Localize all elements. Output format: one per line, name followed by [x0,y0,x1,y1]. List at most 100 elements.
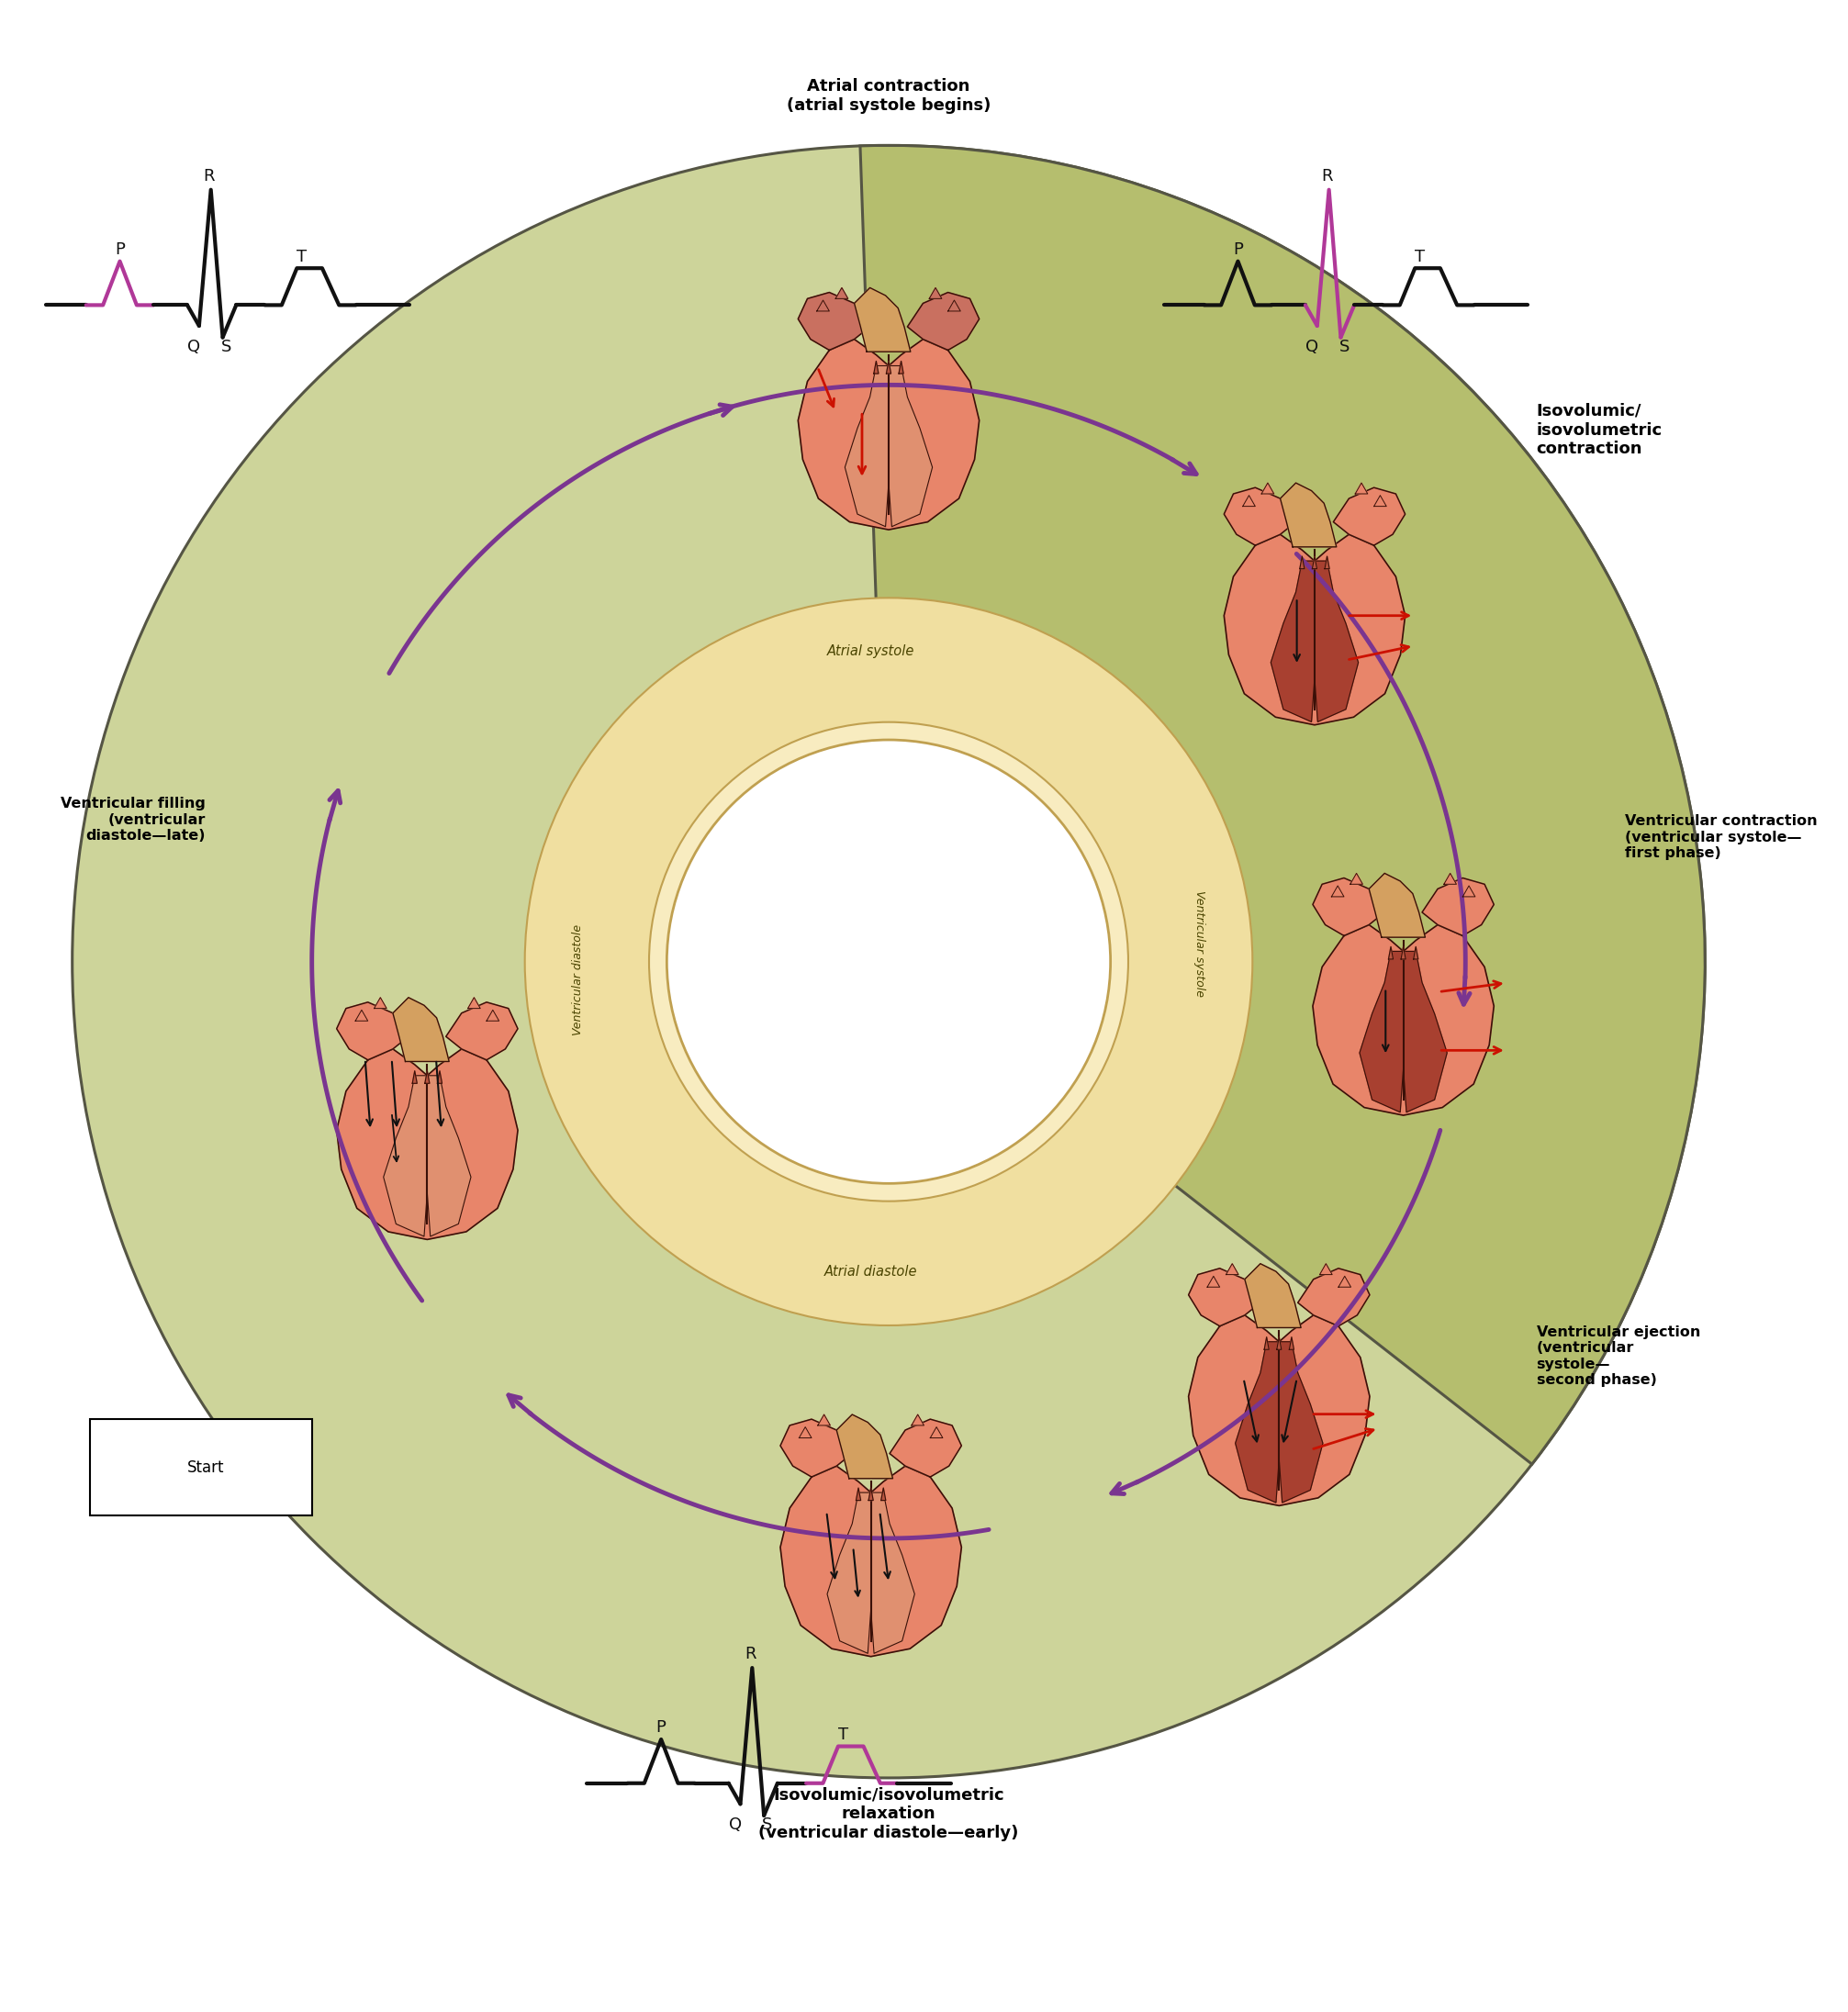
Polygon shape [1264,1338,1270,1350]
Polygon shape [394,998,449,1062]
Polygon shape [798,1427,811,1439]
Polygon shape [468,998,480,1008]
Circle shape [649,722,1129,1201]
Polygon shape [1403,952,1447,1113]
Text: R: R [1321,167,1332,185]
Text: Start: Start [187,1459,224,1475]
Polygon shape [1188,1268,1260,1326]
Text: T: T [1416,247,1425,266]
Text: Atrial systole: Atrial systole [828,644,915,658]
Text: Ventricular contraction
(ventricular systole—
first phase): Ventricular contraction (ventricular sys… [1624,815,1818,861]
Polygon shape [1246,1264,1301,1328]
Polygon shape [828,1493,870,1654]
Polygon shape [1297,1268,1369,1326]
Polygon shape [336,1002,408,1060]
Polygon shape [817,300,830,312]
Polygon shape [373,998,386,1008]
Text: R: R [745,1646,756,1662]
Polygon shape [1401,948,1406,960]
Polygon shape [869,1487,874,1501]
Polygon shape [898,360,904,374]
Polygon shape [798,340,979,529]
Text: Isovolumic/
isovolumetric
contraction: Isovolumic/ isovolumetric contraction [1536,402,1663,457]
Polygon shape [780,1418,852,1477]
Polygon shape [930,288,942,298]
Polygon shape [1242,495,1255,507]
Polygon shape [874,360,878,374]
Polygon shape [1319,1264,1332,1274]
Polygon shape [1223,487,1295,545]
FancyBboxPatch shape [91,1418,312,1515]
Polygon shape [907,292,979,350]
Polygon shape [1207,1276,1220,1288]
Text: S: S [761,1817,772,1833]
Text: Ventricular ejection
(ventricular
systole—
second phase): Ventricular ejection (ventricular systol… [1536,1326,1700,1386]
Polygon shape [930,1427,942,1439]
Polygon shape [948,300,961,312]
Polygon shape [412,1070,418,1082]
Polygon shape [1443,873,1456,883]
Polygon shape [856,1487,861,1501]
Polygon shape [1338,1276,1351,1288]
Polygon shape [427,1076,471,1237]
Circle shape [72,145,1706,1779]
Text: Ventricular diastole: Ventricular diastole [573,924,584,1034]
Polygon shape [819,1414,830,1424]
Polygon shape [1279,1342,1323,1503]
Text: R: R [203,167,214,185]
Text: Atrial diastole: Atrial diastole [824,1266,917,1280]
Polygon shape [1414,948,1417,960]
Polygon shape [1225,1264,1238,1274]
Circle shape [667,740,1111,1183]
Polygon shape [889,1418,961,1477]
Polygon shape [1314,561,1358,722]
Polygon shape [438,1070,442,1082]
Polygon shape [1312,877,1384,936]
Text: T: T [298,247,307,266]
Text: S: S [1340,338,1349,354]
Polygon shape [384,1076,427,1237]
Polygon shape [870,1493,915,1654]
Polygon shape [798,292,870,350]
Text: Ventricular systole: Ventricular systole [1194,891,1205,998]
Text: T: T [839,1726,848,1742]
Polygon shape [1271,561,1314,722]
Polygon shape [1373,495,1386,507]
Polygon shape [854,288,911,352]
Polygon shape [881,1487,885,1501]
Polygon shape [887,360,891,374]
Polygon shape [1312,555,1318,569]
Polygon shape [1351,873,1362,883]
Polygon shape [1299,555,1305,569]
Polygon shape [780,1467,961,1656]
Polygon shape [1369,873,1425,938]
Circle shape [525,598,1253,1326]
Polygon shape [1331,885,1343,897]
Polygon shape [1312,926,1493,1115]
Polygon shape [1332,487,1404,545]
Polygon shape [845,366,889,527]
Polygon shape [425,1070,429,1082]
Text: Q: Q [1307,338,1319,354]
Text: P: P [115,241,126,258]
Polygon shape [486,1010,499,1020]
Polygon shape [1423,877,1493,936]
Polygon shape [889,366,933,527]
Text: Isovolumic/isovolumetric
relaxation
(ventricular diastole—early): Isovolumic/isovolumetric relaxation (ven… [758,1787,1018,1841]
Polygon shape [1223,535,1404,724]
Polygon shape [355,1010,368,1020]
Polygon shape [911,1414,924,1424]
Polygon shape [445,1002,517,1060]
Polygon shape [1360,952,1403,1113]
Polygon shape [837,1414,893,1479]
Text: P: P [1233,241,1244,258]
Polygon shape [1188,1316,1369,1505]
Polygon shape [1290,1338,1294,1350]
Polygon shape [336,1048,517,1239]
Text: Atrial contraction
(atrial systole begins): Atrial contraction (atrial systole begin… [787,78,991,113]
Polygon shape [1462,885,1475,897]
Polygon shape [1262,483,1273,493]
Text: P: P [656,1720,665,1736]
Polygon shape [1355,483,1368,493]
Wedge shape [859,145,1706,1465]
